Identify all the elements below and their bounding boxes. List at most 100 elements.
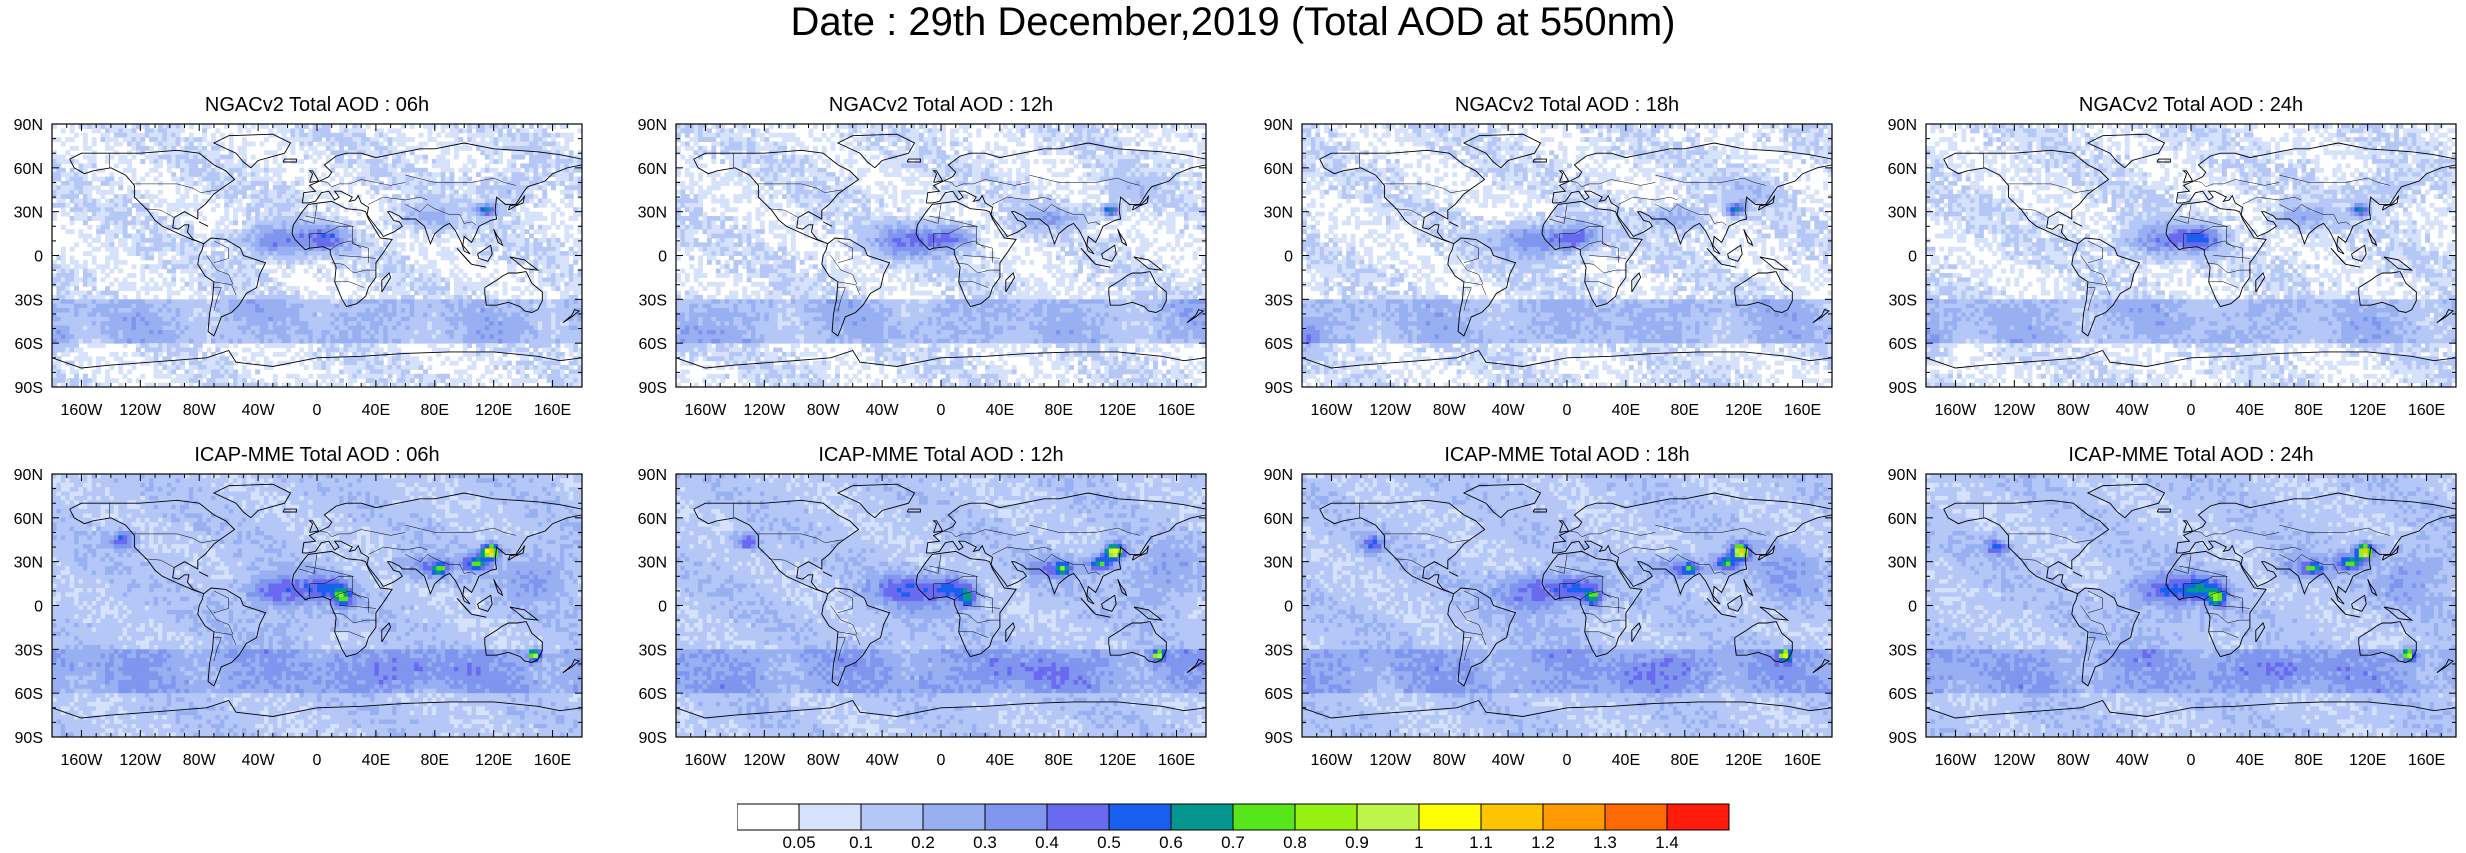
lon-tick-label: 160W <box>61 402 104 419</box>
colorbar-label: 0.5 <box>1097 833 1121 848</box>
colorbar-label: 0.7 <box>1221 833 1245 848</box>
lon-tick-label: 80W <box>807 752 841 769</box>
coastlines <box>1301 483 1833 719</box>
colorbar-swatch <box>1108 803 1172 831</box>
colorbar-label: 1 <box>1414 833 1423 848</box>
map-panel-ngacv2-06h: NGACv2 Total AOD : 06h 90N 60N 30N 0 30S 60S 90… <box>14 94 583 419</box>
colorbar-label: 1.4 <box>1655 833 1679 848</box>
colorbar-label: 0.1 <box>849 833 873 848</box>
map-panel-icap-mme-06h: ICAP-MME Total AOD : 06h 90N 60N 30N 0 30S 60S… <box>14 444 583 769</box>
lat-tick-label: 30S <box>639 292 667 309</box>
axis-ticks <box>1925 473 2457 738</box>
coastlines <box>1301 133 1833 369</box>
lon-tick-label: 160E <box>1158 752 1195 769</box>
lat-tick-label: 60N <box>1888 161 1917 178</box>
lon-tick-label: 40W <box>2116 752 2150 769</box>
colorbar-swatch <box>1604 803 1668 831</box>
lon-tick-label: 80W <box>183 752 217 769</box>
lat-tick-label: 60N <box>1264 511 1293 528</box>
lon-tick-label: 80E <box>2295 402 2323 419</box>
lon-tick-label: 120W <box>743 402 786 419</box>
lat-tick-label: 90S <box>15 730 43 747</box>
aod-field <box>676 474 1207 738</box>
country-borders <box>1359 503 1766 662</box>
lat-tick-label: 30N <box>14 205 43 222</box>
lat-tick-label: 0 <box>658 599 667 616</box>
lat-tick-label: 30S <box>1265 292 1293 309</box>
figure-title: Date : 29th December,2019 (Total AOD at … <box>0 0 2466 44</box>
axis-ticks <box>51 473 583 738</box>
lat-tick-label: 30N <box>638 205 667 222</box>
lat-tick-label: 60S <box>639 686 667 703</box>
axis-ticks <box>675 123 1207 388</box>
lon-tick-label: 160W <box>1311 402 1354 419</box>
aod-field <box>676 124 1207 388</box>
lat-tick-label: 0 <box>1284 249 1293 266</box>
lat-tick-label: 0 <box>658 249 667 266</box>
lon-tick-label: 120W <box>1993 402 2036 419</box>
colorbar-label: 0.4 <box>1035 833 1059 848</box>
lon-tick-label: 40E <box>2236 752 2264 769</box>
axis-ticks <box>1925 123 2457 388</box>
country-borders <box>109 153 516 312</box>
colorbar-label: 0.9 <box>1345 833 1369 848</box>
country-borders <box>1359 153 1766 312</box>
lon-tick-label: 80E <box>1671 402 1699 419</box>
lat-tick-label: 60N <box>1888 511 1917 528</box>
lat-tick-label: 90S <box>1889 730 1917 747</box>
axis-ticks <box>1301 473 1833 738</box>
lon-tick-label: 80E <box>1671 752 1699 769</box>
lat-tick-label: 90N <box>14 467 43 484</box>
lon-tick-label: 80E <box>1045 752 1073 769</box>
lon-tick-label: 80W <box>807 402 841 419</box>
panel-title: ICAP-MME Total AOD : 12h <box>818 444 1063 466</box>
lat-tick-label: 60N <box>1264 161 1293 178</box>
lat-tick-label: 0 <box>1284 599 1293 616</box>
country-borders <box>733 153 1140 312</box>
lon-tick-label: 40E <box>2236 402 2264 419</box>
lat-tick-label: 60N <box>14 161 43 178</box>
lon-tick-label: 40E <box>986 752 1014 769</box>
lon-tick-label: 160W <box>1311 752 1354 769</box>
lat-tick-label: 30N <box>1264 205 1293 222</box>
lon-tick-label: 40W <box>1492 402 1526 419</box>
lon-tick-label: 80E <box>421 402 449 419</box>
lat-tick-label: 0 <box>1908 249 1917 266</box>
lon-tick-label: 40W <box>242 752 276 769</box>
lon-tick-label: 80W <box>1433 752 1467 769</box>
lat-tick-label: 90S <box>1889 380 1917 397</box>
colorbar-label: 0.8 <box>1283 833 1307 848</box>
lat-tick-label: 60N <box>638 161 667 178</box>
colorbar-swatch <box>1666 803 1730 831</box>
colorbar-label: 0.6 <box>1159 833 1183 848</box>
lat-tick-label: 60S <box>15 686 43 703</box>
lon-tick-label: 80W <box>2057 402 2091 419</box>
map-panel-ngacv2-18h: NGACv2 Total AOD : 18h 90N 60N 30N 0 30S 60S 90… <box>1264 94 1833 419</box>
coastlines <box>675 483 1207 719</box>
lat-tick-label: 30N <box>1888 205 1917 222</box>
lat-tick-label: 90N <box>638 467 667 484</box>
colorbar-swatch <box>860 803 924 831</box>
axis-ticks <box>675 473 1207 738</box>
lon-tick-label: 40E <box>1612 752 1640 769</box>
lat-tick-label: 0 <box>34 599 43 616</box>
lat-tick-label: 30N <box>1888 555 1917 572</box>
lat-tick-label: 30S <box>1889 642 1917 659</box>
lon-tick-label: 160E <box>1784 752 1821 769</box>
country-borders <box>1983 153 2390 312</box>
colorbar-swatch <box>1542 803 1606 831</box>
lat-tick-label: 90N <box>1888 467 1917 484</box>
aod-field <box>1302 474 1833 738</box>
colorbar-swatch <box>1356 803 1420 831</box>
lat-tick-label: 30S <box>1889 292 1917 309</box>
lon-tick-label: 120W <box>119 752 162 769</box>
lon-tick-label: 160E <box>2408 402 2445 419</box>
lon-tick-label: 0 <box>1563 752 1572 769</box>
map-panel-ngacv2-24h: NGACv2 Total AOD : 24h 90N 60N 30N 0 30S 60S 90… <box>1888 94 2457 419</box>
panel-title: NGACv2 Total AOD : 18h <box>1455 94 1679 116</box>
lat-tick-label: 30S <box>15 642 43 659</box>
lat-tick-label: 30S <box>1265 642 1293 659</box>
panel-title: ICAP-MME Total AOD : 18h <box>1444 444 1689 466</box>
panel-title: NGACv2 Total AOD : 12h <box>829 94 1053 116</box>
map-panel-ngacv2-12h: NGACv2 Total AOD : 12h 90N 60N 30N 0 30S 60S 90… <box>638 94 1207 419</box>
